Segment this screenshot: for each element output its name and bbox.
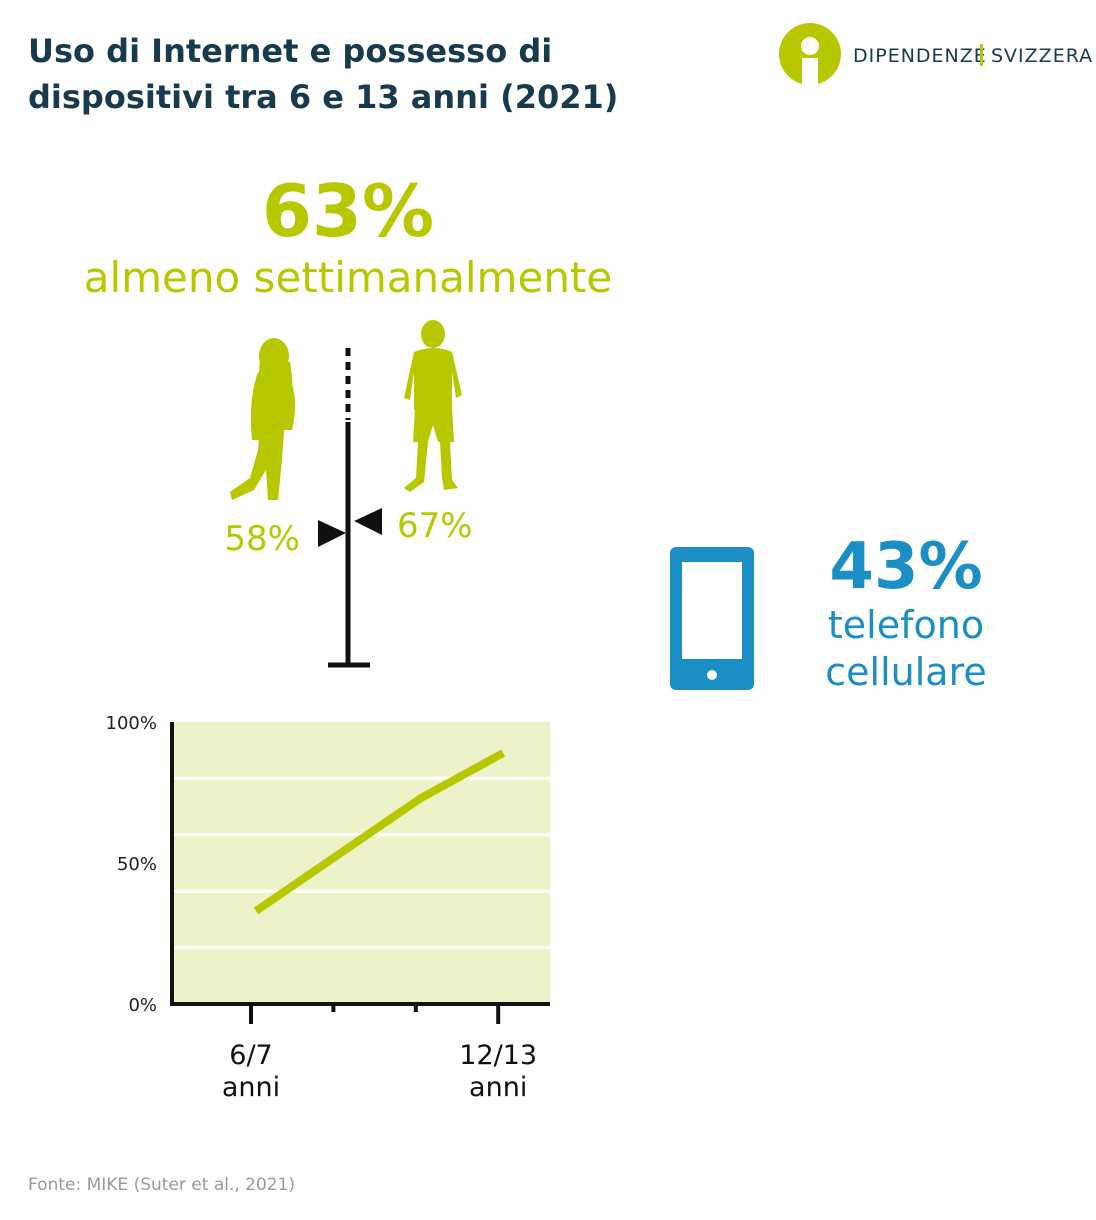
phone-screen — [682, 562, 742, 659]
x-tick-unit: anni — [469, 1072, 527, 1103]
boy-silhouette — [404, 320, 462, 492]
girls-arrow — [318, 520, 346, 547]
y-tick-label: 50% — [117, 854, 157, 875]
phone-button — [707, 670, 717, 680]
boys-value: 67% — [397, 506, 473, 546]
logo-bar — [802, 58, 818, 85]
y-tick-label: 0% — [128, 995, 157, 1016]
logo-text: SVIZZERA — [991, 45, 1093, 67]
x-tick-label: 12/13 — [459, 1040, 537, 1071]
title-line: dispositivi tra 6 e 13 anni (2021) — [28, 78, 618, 116]
internet-value: 63% — [262, 169, 434, 253]
phone-label: telefono — [828, 603, 984, 647]
scale — [318, 348, 382, 668]
phone-label: cellulare — [825, 650, 986, 694]
boys-arrow — [354, 508, 382, 535]
title-line: Uso di Internet e possesso di — [28, 32, 552, 70]
internet-label: almeno settimanalmente — [84, 253, 613, 302]
logo-dot — [801, 37, 819, 55]
data-line — [253, 749, 506, 915]
girls-value: 58% — [224, 519, 300, 559]
logo: DIPENDENZE SVIZZERA — [779, 23, 1093, 85]
logo-text: DIPENDENZE — [853, 45, 987, 67]
phone-value: 43% — [829, 530, 982, 604]
source: Fonte: MIKE (Suter et al., 2021) — [28, 1175, 295, 1195]
girl-silhouette — [230, 338, 296, 500]
x-tick-label: 6/7 — [229, 1040, 272, 1071]
phone-icon — [670, 547, 754, 690]
logo-separator — [980, 44, 983, 66]
x-tick-unit: anni — [222, 1072, 280, 1103]
y-tick-label: 100% — [106, 713, 157, 734]
plot-background — [172, 722, 550, 1004]
